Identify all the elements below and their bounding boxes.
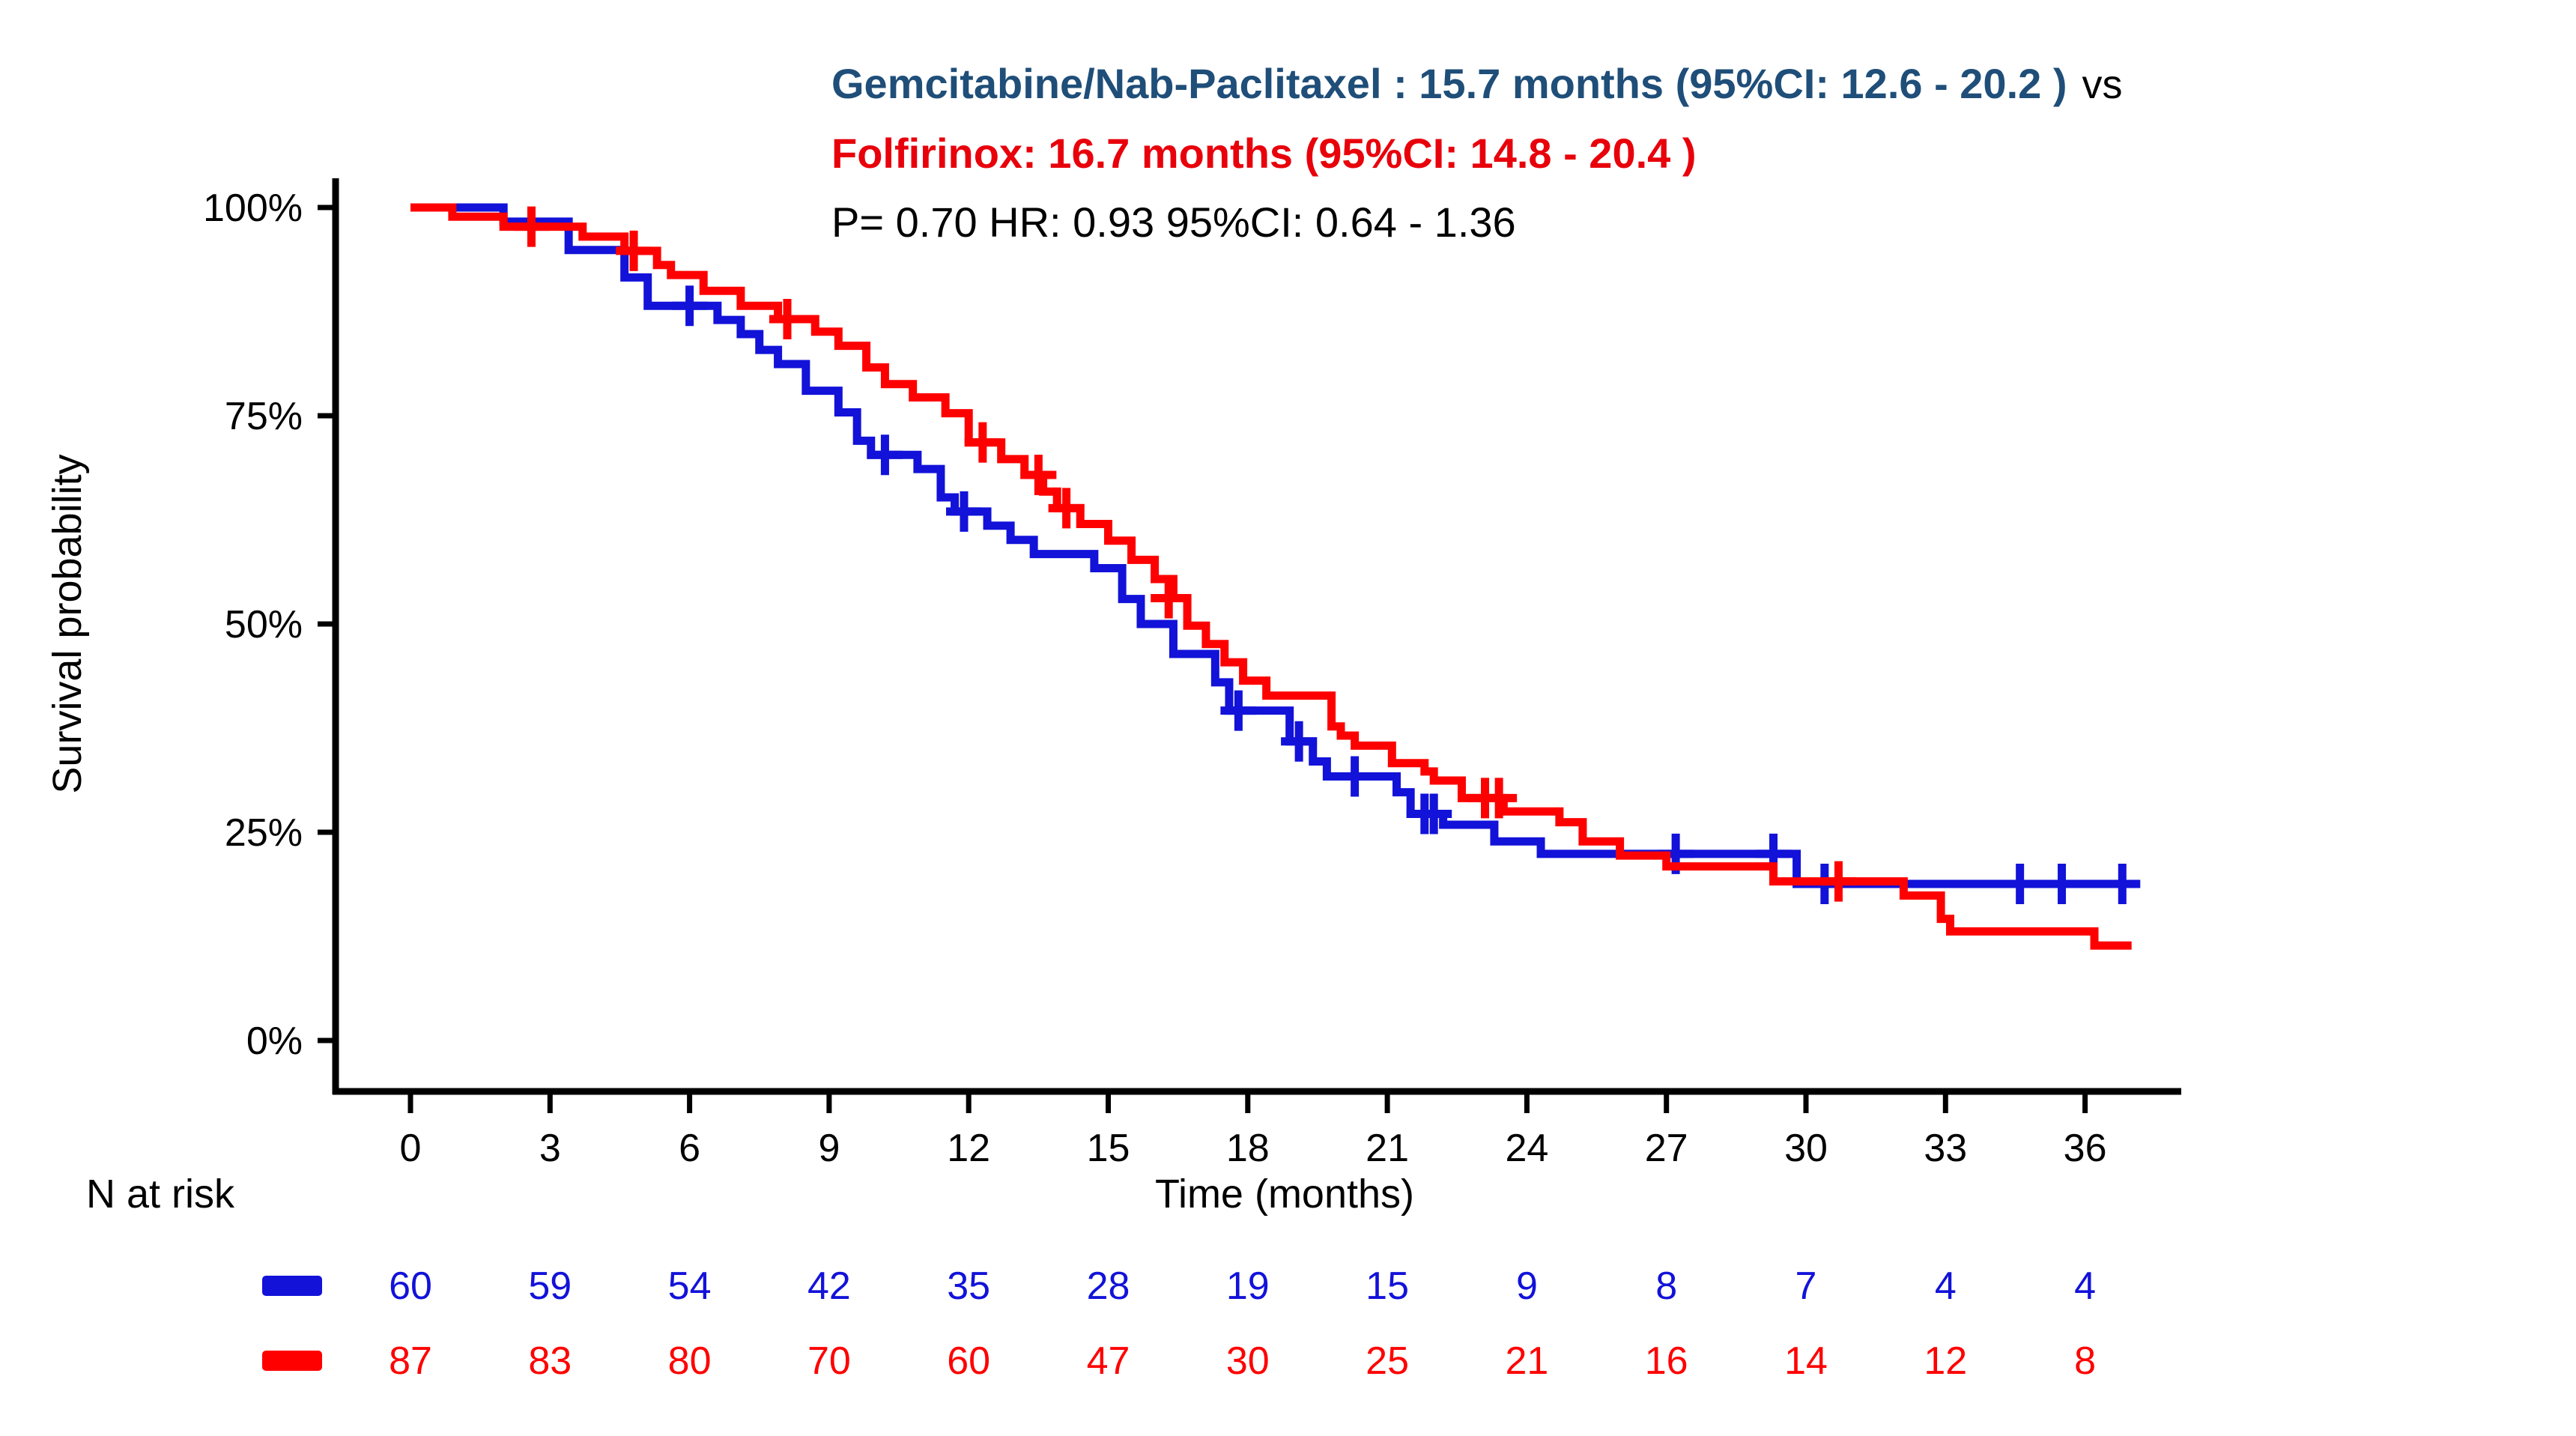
series-folfirinox [410,203,2132,950]
risk-count: 80 [668,1339,712,1383]
annotation-block: Gemcitabine/Nab-Paclitaxel : 15.7 months… [831,49,2122,257]
censor-mark [1820,861,1857,902]
vs-text: vs [2082,62,2123,107]
annotation-line-folfirinox: Folfirinox: 16.7 months (95%CI: 14.8 - 2… [831,119,2122,188]
censor-mark [1220,690,1257,731]
risk-count: 19 [1226,1264,1270,1308]
risk-count: 87 [389,1339,432,1383]
x-tick-label: 0 [400,1127,422,1170]
x-axis-title: Time (months) [1155,1172,1414,1217]
x-tick-label: 6 [679,1127,700,1170]
risk-count: 47 [1087,1339,1130,1383]
risk-count: 8 [1655,1264,1677,1308]
series-gemnab [410,203,2141,904]
risk-count: 14 [1784,1339,1828,1383]
stats-text: P= 0.70 HR: 0.93 95%CI: 0.64 - 1.36 [831,199,1516,246]
risk-count: 15 [1366,1264,1409,1308]
censor-mark [1151,578,1187,619]
legend-swatch [262,1351,322,1371]
y-axis-title: Survival probability [45,454,90,793]
risk-count: 83 [528,1339,572,1383]
censor-mark [769,299,806,340]
censor-mark [964,422,1001,463]
y-tick-label: 100% [203,187,303,230]
risk-count: 35 [947,1264,990,1308]
risk-count: 12 [1924,1339,1967,1383]
risk-count: 30 [1226,1339,1270,1383]
risk-count: 8 [2074,1339,2096,1383]
censor-marks-gemnab [671,285,2141,904]
censor-mark [2001,863,2038,904]
legend-swatch [262,1276,322,1296]
censor-marks-folfirinox [513,206,1857,902]
axes [332,178,2181,1095]
censor-mark [2104,863,2141,904]
y-tick-label: 75% [225,395,303,438]
risk-count: 4 [2074,1264,2096,1308]
x-tick-label: 12 [947,1127,990,1170]
risk-count: 70 [807,1339,851,1383]
risk-count: 9 [1516,1264,1538,1308]
risk-count: 4 [1935,1264,1957,1308]
risk-count: 7 [1795,1264,1817,1308]
risk-count: 60 [947,1339,990,1383]
censor-mark [1020,454,1057,495]
x-tick-label: 27 [1645,1127,1688,1170]
risk-count: 42 [807,1264,851,1308]
y-tick-label: 50% [225,603,303,646]
risk-count: 28 [1087,1264,1130,1308]
annotation-line-stats: P= 0.70 HR: 0.93 95%CI: 0.64 - 1.36 [831,188,2122,257]
risk-count: 21 [1505,1339,1548,1383]
risk-table-row-gemnab: 60 59 54 42 35 28 19 15 9 8 7 4 4 [262,1264,2096,1308]
x-tick-label: 21 [1366,1127,1409,1170]
risk-count: 54 [668,1264,712,1308]
censor-mark [1416,793,1452,834]
censor-mark [1336,756,1373,797]
risk-count: 60 [389,1264,432,1308]
x-axis-ticks: 0 3 6 9 12 15 18 21 24 27 30 33 36 [400,1091,2107,1170]
censor-mark [1481,778,1518,819]
y-axis-ticks: 100% 75% 50% 25% 0% [203,187,336,1063]
x-tick-label: 9 [818,1127,840,1170]
x-tick-label: 36 [2064,1127,2107,1170]
survival-curve-folfirinox [410,203,2132,950]
censor-mark [1048,488,1085,529]
censor-mark [513,206,550,247]
censor-mark [671,285,708,327]
censor-mark [2043,863,2080,904]
x-tick-label: 15 [1087,1127,1130,1170]
x-tick-label: 24 [1505,1127,1548,1170]
gemnab-median-text: Gemcitabine/Nab-Paclitaxel : 15.7 months… [831,60,2067,107]
x-tick-label: 33 [1924,1127,1967,1170]
risk-table-label: N at risk [86,1172,235,1217]
y-tick-label: 0% [246,1020,303,1063]
censor-mark [1281,721,1318,762]
risk-table-row-folfirinox: 87 83 80 70 60 47 30 25 21 16 14 12 8 [262,1339,2096,1383]
censor-mark [945,491,982,532]
risk-count: 25 [1366,1339,1409,1383]
risk-count: 16 [1645,1339,1688,1383]
x-tick-label: 18 [1226,1127,1270,1170]
annotation-line-gemnab: Gemcitabine/Nab-Paclitaxel : 15.7 months… [831,49,2122,119]
x-tick-label: 30 [1784,1127,1828,1170]
risk-count: 59 [528,1264,572,1308]
censor-mark [616,230,652,271]
folfirinox-median-text: Folfirinox: 16.7 months (95%CI: 14.8 - 2… [831,130,1697,177]
survival-curve-gemnab [410,203,2136,888]
y-tick-label: 25% [225,811,303,855]
censor-mark [867,434,903,476]
x-tick-label: 3 [539,1127,561,1170]
